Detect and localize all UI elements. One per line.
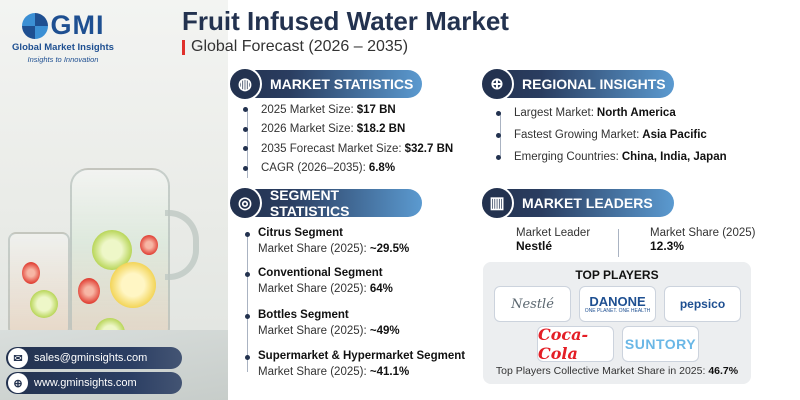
top-players-panel: TOP PLAYERS Nestlé DANONE ONE PLANET. ON…: [483, 262, 751, 384]
danone-logo: DANONE ONE PLANET. ONE HEALTH: [579, 286, 656, 322]
region-row: Largest Market: North America: [496, 102, 727, 124]
market-leaders-heading: MARKET LEADERS: [522, 195, 653, 211]
target-icon: ◎: [228, 186, 262, 220]
email-link[interactable]: sales@gminsights.com: [34, 352, 148, 364]
brand-name: Global Market Insights: [12, 42, 114, 53]
coca-cola-logo: Coca-Cola: [537, 325, 614, 363]
regional-insights-heading: REGIONAL INSIGHTS: [522, 76, 666, 92]
region-row: Emerging Countries: China, India, Japan: [496, 146, 727, 168]
gmi-logo: GMI Global Market Insights Insights to I…: [8, 10, 118, 80]
jar-handle: [165, 210, 199, 280]
market-statistics-header: ◍ MARKET STATISTICS: [228, 67, 422, 101]
region-row: Fastest Growing Market: Asia Pacific: [496, 124, 727, 146]
top-players-heading: TOP PLAYERS: [575, 268, 659, 282]
globe-icon: ⊕: [480, 67, 514, 101]
stat-row: 2026 Market Size: $18.2 BN: [243, 120, 453, 140]
email-icon: ✉: [8, 348, 28, 368]
page-title: Fruit Infused Water Market: [182, 6, 509, 36]
title-accent-bar: [182, 40, 185, 55]
market-leader: Market Leader Nestlé: [516, 227, 591, 253]
suntory-logo: SUNTORY: [622, 326, 699, 362]
pepsico-logo: pepsico: [664, 286, 741, 322]
strawberry: [22, 262, 40, 284]
segment-item: Conventional Segment Market Share (2025)…: [258, 267, 393, 295]
stat-row: 2025 Market Size: $17 BN: [243, 100, 453, 120]
segment-item: Citrus Segment Market Share (2025): ~29.…: [258, 227, 410, 255]
timeline-line: [247, 110, 248, 178]
website-link[interactable]: www.gminsights.com: [34, 377, 137, 389]
market-leaders-header: ▥ MARKET LEADERS: [480, 186, 674, 220]
regional-insights-list: Largest Market: North America Fastest Gro…: [496, 102, 727, 168]
globe-chart-icon: ◍: [228, 67, 262, 101]
glass-illustration: [8, 232, 70, 342]
market-leader-name: Nestlé: [516, 239, 553, 253]
page-subtitle: Global Forecast (2026 – 2035): [191, 38, 409, 55]
globe-icon: ⊕: [8, 373, 28, 393]
market-leader-share: Market Share (2025) 12.3%: [650, 227, 756, 253]
bar-chart-icon: ▥: [480, 186, 514, 220]
nestle-logo: Nestlé: [494, 286, 571, 322]
market-statistics-heading: MARKET STATISTICS: [270, 76, 414, 92]
stat-row: 2035 Forecast Market Size: $32.7 BN: [243, 139, 453, 159]
timeline-line: [247, 232, 248, 372]
strawberry: [140, 235, 158, 255]
segment-statistics-header: ◎ SEGMENT STATISTICS: [228, 186, 422, 220]
lime-slice: [30, 290, 58, 318]
website-contact[interactable]: ⊕ www.gminsights.com: [6, 372, 182, 394]
divider: [618, 229, 619, 257]
email-contact[interactable]: ✉ sales@gminsights.com: [6, 347, 182, 369]
brand-tagline: Insights to Innovation: [27, 55, 99, 64]
segment-item: Supermarket & Hypermarket Segment Market…: [258, 350, 466, 378]
segment-item: Bottles Segment Market Share (2025): ~49…: [258, 309, 400, 337]
gmi-logo-icon: [21, 12, 48, 39]
stat-row: CAGR (2026–2035): 6.8%: [243, 159, 453, 179]
strawberry: [78, 278, 100, 304]
lemon-slice: [110, 262, 156, 308]
segment-statistics-heading: SEGMENT STATISTICS: [269, 187, 350, 219]
logo-text: GMI: [50, 10, 105, 40]
regional-insights-header: ⊕ REGIONAL INSIGHTS: [480, 67, 674, 101]
market-statistics-list: 2025 Market Size: $17 BN 2026 Market Size…: [243, 100, 453, 179]
top-players-footer: Top Players Collective Market Share in 2…: [495, 365, 739, 377]
